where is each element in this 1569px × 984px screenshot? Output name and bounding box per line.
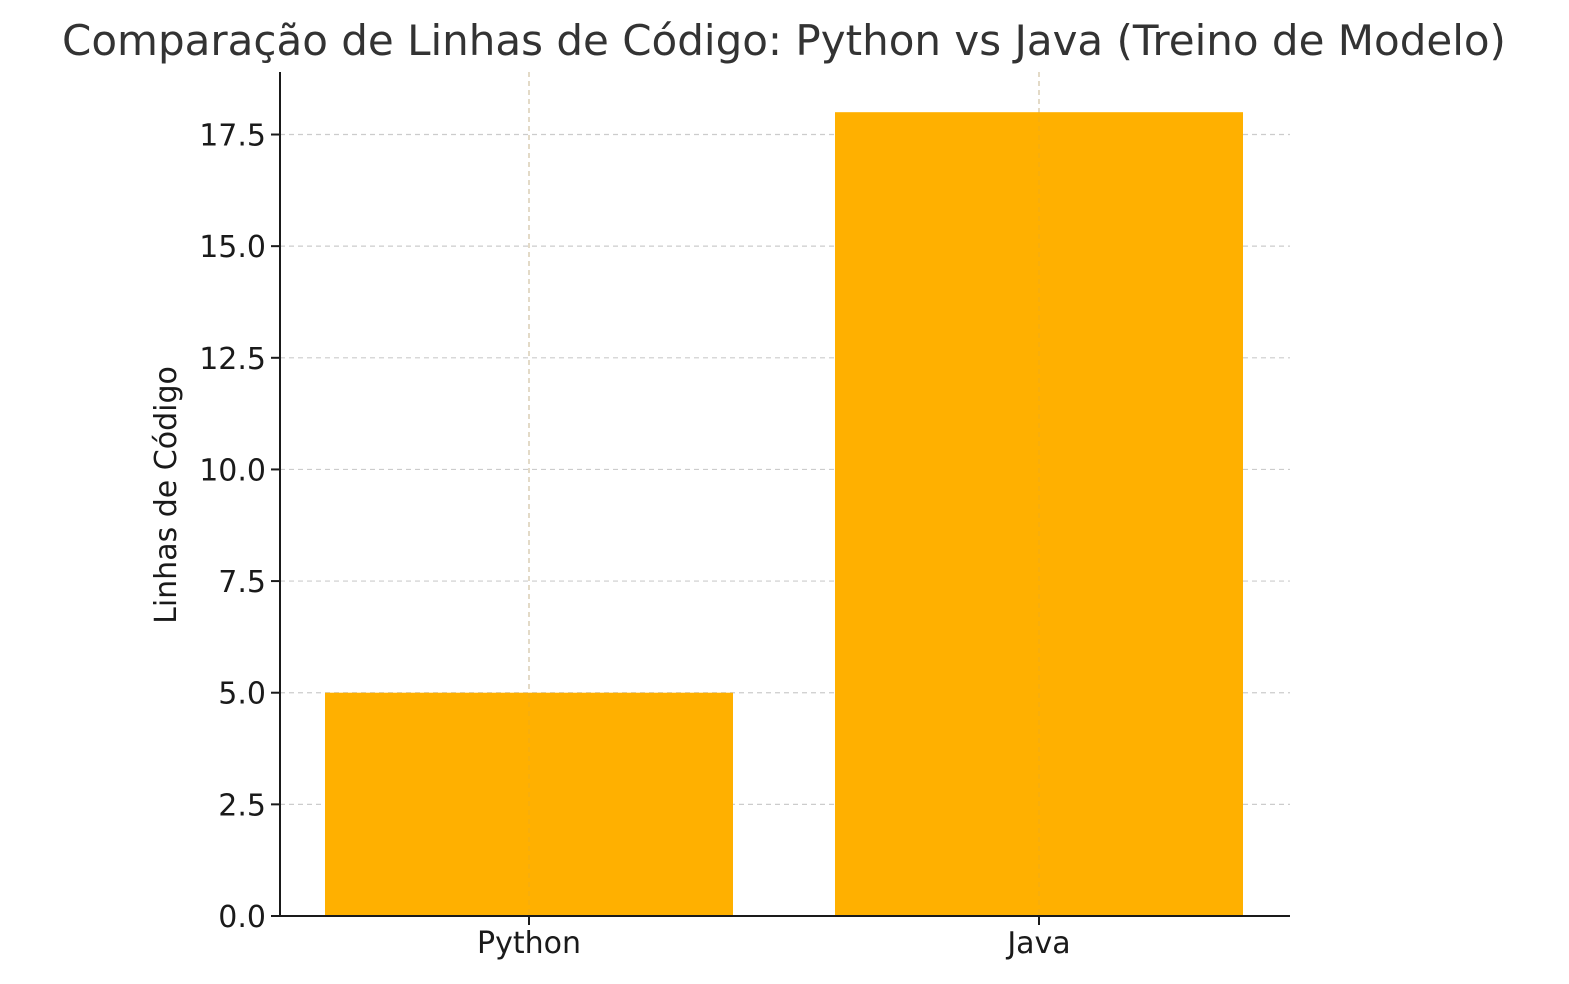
bar-python <box>325 692 733 916</box>
y-tick-label: 15.0 <box>199 230 266 265</box>
y-tick-label: 7.5 <box>218 565 266 600</box>
axes <box>279 72 1290 917</box>
y-tick-label: 0.0 <box>218 900 266 935</box>
y-tick-label: 17.5 <box>199 119 266 154</box>
y-tick-label: 2.5 <box>218 788 266 823</box>
bars <box>325 72 1243 916</box>
bar-java <box>835 112 1243 916</box>
chart-title: Comparação de Linhas de Código: Python v… <box>62 16 1506 65</box>
x-tick-label: Python <box>477 926 581 961</box>
x-axis-ticks: Python Java <box>477 916 1071 961</box>
y-tick-label: 12.5 <box>199 342 266 377</box>
x-tick-label: Java <box>1005 926 1070 961</box>
y-tick-label: 5.0 <box>218 677 266 712</box>
y-tick-label: 10.0 <box>199 453 266 488</box>
y-axis-label: Linhas de Código <box>149 366 184 624</box>
y-axis-ticks: 0.0 2.5 5.0 7.5 10.0 12.5 15.0 17.5 <box>199 119 280 935</box>
